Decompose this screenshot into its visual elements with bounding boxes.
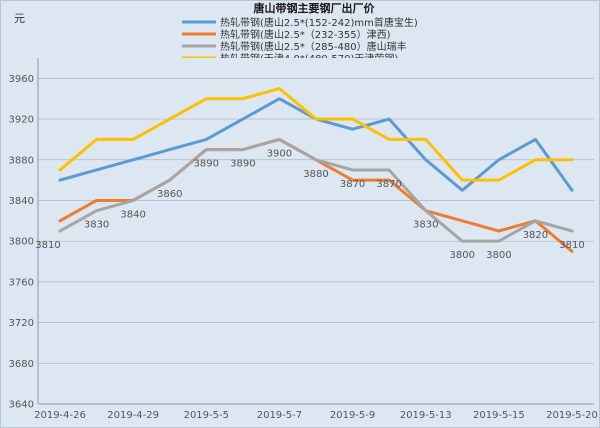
x-tick-label: 2019-5-9 [330, 410, 375, 421]
data-label: 3890 [230, 159, 255, 170]
legend-label-2: 热轧带钢(唐山2.5*（232-355）津西) [220, 28, 391, 41]
x-tick-label: 2019-5-7 [257, 410, 302, 421]
x-tick-label: 2019-5-15 [473, 410, 525, 421]
data-label: 3840 [120, 209, 145, 220]
x-tick-label: 2019-5-20 [546, 410, 598, 421]
data-label: 3810 [559, 240, 584, 251]
y-tick-label: 3760 [9, 277, 34, 288]
data-label: 3830 [413, 220, 438, 231]
y-tick-label: 3680 [9, 359, 34, 370]
x-tick-label: 2019-4-26 [34, 410, 86, 421]
data-label: 3860 [157, 189, 182, 200]
y-tick-label: 3840 [9, 196, 34, 207]
y-tick-label: 3720 [9, 318, 34, 329]
data-label: 3870 [376, 179, 401, 190]
data-label: 3830 [84, 220, 109, 231]
data-label: 3870 [340, 179, 365, 190]
y-tick-label: 3960 [9, 74, 34, 85]
y-axis-unit-label: 元 [14, 12, 25, 25]
data-label: 3890 [194, 159, 219, 170]
x-tick-label: 2019-5-13 [400, 410, 452, 421]
legend-label-1: 热轧带钢(唐山2.5*(152-242)mm首唐宝生) [220, 16, 418, 29]
x-tick-label: 2019-4-29 [107, 410, 159, 421]
y-tick-label: 3920 [9, 115, 34, 126]
data-label: 3820 [523, 230, 548, 241]
data-label: 3800 [486, 250, 511, 261]
axes: 3640 3680 3720 3760 3800 3840 3880 3920 3960 2019… [9, 58, 598, 421]
data-label: 3810 [35, 240, 60, 251]
legend-label-3: 热轧带钢(唐山2.5*（285-480）唐山瑞丰 [220, 40, 407, 53]
data-labels: 3810 3830 3840 3860 3890 3890 3900 3880 3870 3870… [35, 148, 584, 261]
y-tick-label: 3880 [9, 155, 34, 166]
series-lines [58, 87, 574, 253]
chart-title: 唐山带钢主要钢厂出厂价 [254, 1, 376, 15]
series-line-3 [58, 137, 574, 243]
y-tick-label: 3640 [9, 400, 34, 411]
data-label: 3900 [267, 148, 292, 159]
x-tick-label: 2019-5-5 [184, 410, 229, 421]
y-tick-label: 3800 [9, 237, 34, 248]
series-line-4 [58, 87, 574, 182]
gridlines [38, 58, 594, 405]
plot-area [38, 58, 594, 404]
data-label: 3800 [450, 250, 475, 261]
data-label: 3880 [303, 169, 328, 180]
